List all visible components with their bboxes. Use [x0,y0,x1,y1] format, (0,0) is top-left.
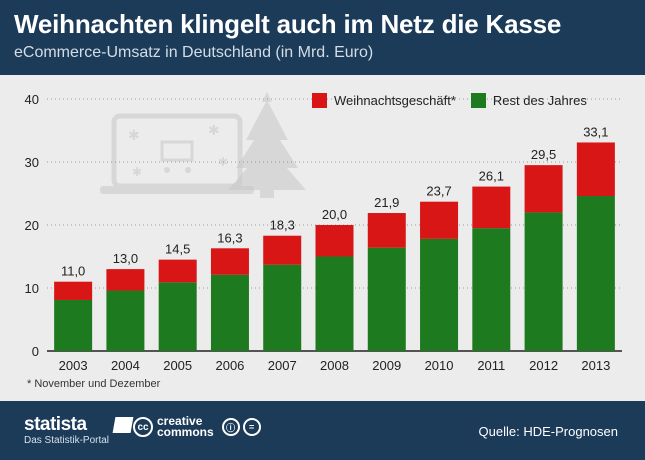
legend-item-christmas: Weihnachtsgeschäft* [312,92,456,108]
total-label-2007: 18,3 [270,218,295,233]
source-text: Quelle: HDE-Prognosen [478,424,618,439]
x-tick-label-2008: 2008 [320,358,349,373]
cc-icon: cc [133,417,153,437]
y-tick-label-4: 40 [25,92,39,107]
bar-2004-rest [106,290,145,351]
legend-label-rest: Rest des Jahres [492,92,587,108]
footnote: * November und Dezember [27,378,161,390]
bar-2011-christmas [472,186,511,229]
y-tick-label-3: 30 [25,155,39,170]
total-label-2004: 13,0 [113,251,138,266]
bar-2006-christmas [210,248,249,275]
svg-text:✱: ✱ [128,127,140,143]
bar-2008-christmas [315,225,354,257]
brand-tagline: Das Statistik-Portal [24,435,110,446]
total-label-2012: 29,5 [531,147,556,162]
x-tick-label-2007: 2007 [268,358,297,373]
bar-2008-rest [315,256,354,351]
no-derivatives-icon: = [242,418,261,436]
bar-2007-rest [263,264,302,351]
x-tick-label-2006: 2006 [215,358,244,373]
total-label-2010: 23,7 [426,184,451,199]
total-labels: 11,0 13,0 14,5 16,3 18,3 20,0 21,9 23,7 26,1 29,5… [61,124,609,278]
x-tick-label-2013: 2013 [581,358,610,373]
x-tick-label-2011: 2011 [477,358,505,373]
bar-2009-christmas [367,213,406,248]
christmas-tree-illustration [228,92,306,198]
total-label-2006: 16,3 [217,230,242,245]
svg-text:✱: ✱ [132,165,142,179]
y-tick-label-1: 10 [25,281,39,296]
x-tick-label-2004: 2004 [111,358,140,373]
bar-2004-christmas [106,269,145,291]
x-tick-label-2009: 2009 [372,358,401,373]
chart-title: Weihnachten klingelt auch im Netz die Ka… [14,9,562,39]
bar-2011-rest [472,228,511,351]
statista-logo[interactable]: statista Das Statistik-Portal [24,414,134,447]
legend-swatch-red [312,92,327,108]
bar-2013-rest [576,196,615,351]
attribution-icon: ⓘ [221,418,240,436]
bar-2012-christmas [524,165,563,213]
bar-2003-christmas [54,281,93,300]
bar-2009-rest [367,247,406,351]
total-label-2003: 11,0 [61,264,85,279]
bar-2007-christmas [263,235,302,265]
legend-label-christmas: Weihnachtsgeschäft* [334,92,456,108]
statista-mark-icon [112,417,134,433]
bar-2013-christmas [576,142,615,197]
total-label-2013: 33,1 [583,124,608,139]
bars [54,142,615,351]
bar-2003-rest [54,299,93,351]
creative-commons-logo[interactable]: cc creative commons ⓘ = [133,414,264,439]
cc-text: creative commons [157,414,214,439]
x-tick-label-2005: 2005 [163,358,192,373]
header: Weihnachten klingelt auch im Netz die Ka… [0,0,645,75]
chart-subtitle: eCommerce-Umsatz in Deutschland (in Mrd.… [14,44,374,61]
total-label-2009: 21,9 [374,195,399,210]
cc-text-line2: commons [157,425,214,439]
cc-text-line1: creative [157,414,203,428]
bar-2012-rest [524,212,563,351]
laptop-cart-illustration: ✱ ✱ ✱ ✱ [100,113,254,194]
total-label-2008: 20,0 [322,207,347,222]
legend-swatch-green [470,92,486,108]
cc-badges: ⓘ = [221,418,264,436]
bar-2010-rest [420,238,459,351]
bar-2005-christmas [158,259,197,283]
bar-2006-rest [210,274,249,351]
bar-2005-rest [158,282,197,351]
y-tick-label-2: 20 [25,218,39,233]
footer: statista Das Statistik-Portal cc creativ… [0,401,645,460]
total-label-2011: 26,1 [479,169,504,184]
bar-2010-christmas [420,201,459,239]
svg-text:✱: ✱ [208,122,220,138]
x-tick-label-2003: 2003 [59,358,88,373]
y-axis-ticks: 0 10 20 30 40 [25,92,39,359]
legend-item-rest: Rest des Jahres [470,92,587,108]
y-tick-label-0: 0 [32,344,39,359]
x-tick-label-2012: 2012 [529,358,558,373]
x-tick-label-2010: 2010 [425,358,454,373]
legend: Weihnachtsgeschäft* Rest des Jahres [312,89,602,111]
total-label-2005: 14,5 [165,242,190,257]
brand-name: statista [24,414,87,435]
x-axis-labels: 2003 2004 2005 2006 2007 2008 2009 2010 2011 2012… [59,358,611,373]
